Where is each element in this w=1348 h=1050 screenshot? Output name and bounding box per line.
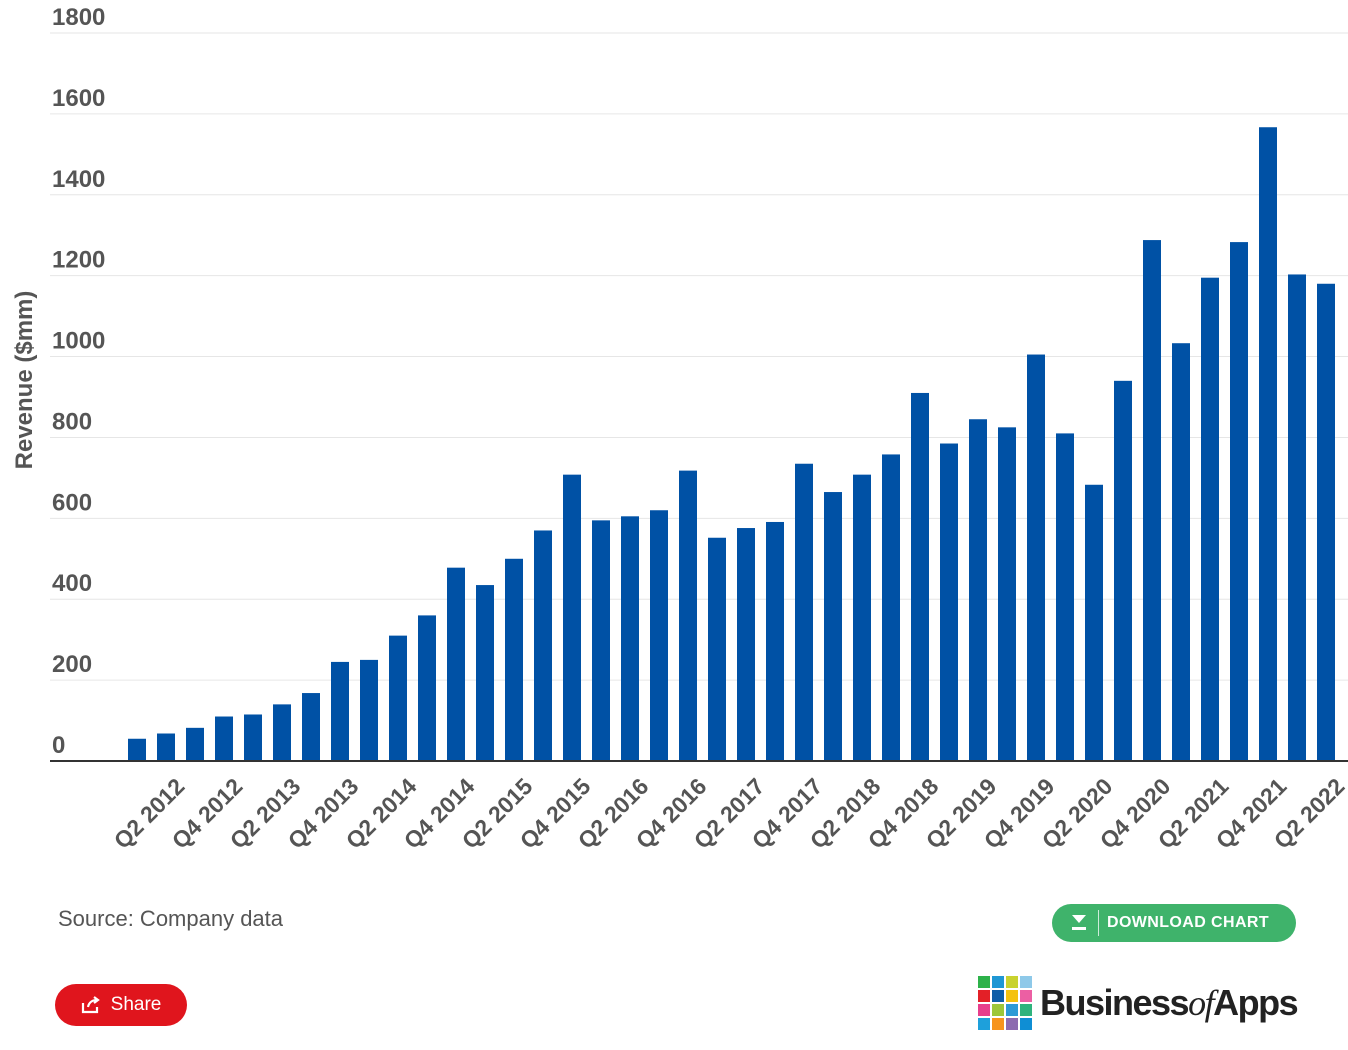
bar-q3-2021 [1230,242,1248,761]
y-axis-tick-labels: 0 200 400 600 800 1000 1200 1400 1600 1800 [52,4,105,759]
share-icon [81,996,101,1014]
bar-q4-2015 [563,474,581,761]
bar-q1-2021 [1172,343,1190,761]
bar-q2-2019 [969,419,987,761]
gridlines [50,32,1348,681]
bar-q3-2018 [882,454,900,761]
logo-word-apps: Apps [1213,982,1299,1023]
bar-q2-2012 [157,733,175,761]
bar-q4-2012 [215,716,233,761]
logo-tile [992,976,1004,988]
bar-q4-2021 [1259,127,1277,762]
bar-q4-2020 [1143,240,1161,761]
y-axis-title: Revenue ($mm) [11,291,38,470]
source-note: Source: Company data [58,906,284,931]
bar-q2-2013 [273,704,291,761]
logo-wordmark: BusinessofApps [1040,982,1299,1024]
bar-q1-2012 [128,738,146,761]
logo-tile [1020,990,1032,1002]
logo-tile [1006,990,1018,1002]
bar-q4-2014 [447,567,465,761]
download-icon [1070,913,1088,933]
bar-q4-2018 [911,392,929,761]
bar-q1-2020 [1056,433,1074,761]
bar-q2-2015 [505,558,523,761]
logo-word-business: Business [1040,982,1190,1023]
bar-q2-2016 [621,516,639,761]
business-of-apps-logo: BusinessofApps [978,976,1299,1030]
logo-tile [1006,1018,1018,1030]
bar-q3-2014 [418,615,436,761]
bar-q2-2017 [737,528,755,761]
bar-q3-2013 [302,693,320,761]
bar-q1-2014 [360,659,378,761]
bar-q1-2015 [476,585,494,761]
logo-tile [1020,1004,1032,1016]
bar-q2-2022 [1317,283,1335,761]
y-tick-label: 1000 [52,328,105,355]
download-chart-button[interactable]: DOWNLOAD CHART [1052,904,1296,942]
bar-q1-2018 [824,492,842,761]
bar-q1-2019 [940,443,958,761]
logo-tile [1020,1018,1032,1030]
logo-tile [978,990,990,1002]
y-tick-label: 1400 [52,166,105,193]
bar-q3-2016 [650,510,668,761]
bar-q1-2022 [1288,274,1306,761]
bar-q2-2020 [1085,484,1103,761]
bar-q3-2019 [998,427,1016,761]
bar-q3-2012 [186,727,204,761]
logo-mosaic [978,976,1032,1030]
bar-q3-2015 [534,530,552,761]
logo-tile [992,990,1004,1002]
bar-q1-2017 [708,537,726,761]
logo-tile [978,1004,990,1016]
logo-word-of: of [1188,983,1215,1023]
bar-q2-2014 [389,635,407,761]
bars [128,127,1335,762]
bar-q4-2016 [679,470,697,761]
bar-q1-2016 [592,520,610,761]
logo-tile [1020,976,1032,988]
y-tick-label: 1800 [52,4,105,31]
bar-q2-2021 [1201,277,1219,761]
download-chart-label: DOWNLOAD CHART [1107,914,1270,931]
bar-q3-2017 [766,521,784,761]
logo-tile [978,976,990,988]
share-button[interactable]: Share [55,984,187,1026]
bar-q3-2020 [1114,380,1132,761]
logo-tile [992,1004,1004,1016]
y-tick-label: 1200 [52,247,105,274]
button-divider [1098,910,1099,936]
bar-q4-2013 [331,661,349,761]
y-tick-label: 800 [52,408,92,435]
share-label: Share [110,994,162,1015]
logo-tile [1006,1004,1018,1016]
logo-tile [992,1018,1004,1030]
logo-tile [978,1018,990,1030]
y-tick-label: 1600 [52,85,105,112]
bar-q2-2018 [853,474,871,761]
bar-q4-2019 [1027,354,1045,761]
y-tick-label: 200 [52,651,92,678]
bar-q4-2017 [795,463,813,761]
y-tick-label: 600 [52,489,92,516]
y-tick-label: 400 [52,570,92,597]
logo-tile [1006,976,1018,988]
revenue-chart: Revenue ($mm) 0 200 400 600 800 1000 1200 1400 1… [11,4,1348,854]
y-tick-label: 0 [52,732,65,759]
bar-q1-2013 [244,714,262,761]
